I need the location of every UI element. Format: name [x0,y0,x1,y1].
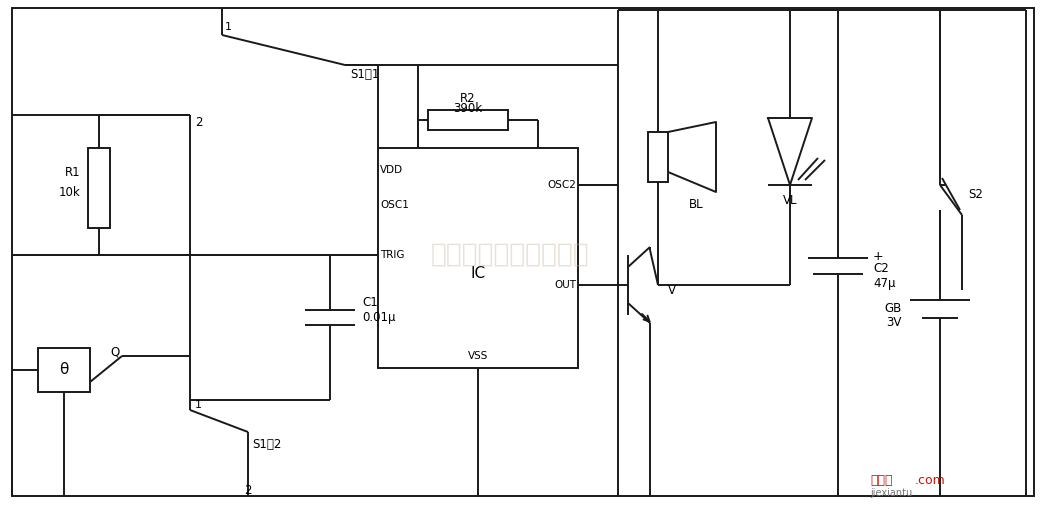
Text: 390k: 390k [453,101,482,115]
Text: 47μ: 47μ [873,276,896,289]
Polygon shape [668,122,716,192]
Text: 2: 2 [244,484,252,496]
Text: VDD: VDD [380,165,403,175]
Text: VSS: VSS [468,351,489,361]
Text: 1: 1 [195,400,201,410]
Bar [378,148,578,368]
Text: OSC2: OSC2 [547,180,576,190]
Text: OSC1: OSC1 [380,200,409,210]
Bar [428,110,508,130]
Text: C2: C2 [873,262,888,274]
Text: 2: 2 [195,117,203,129]
Text: jiexiantu: jiexiantu [870,488,912,498]
Text: OUT: OUT [554,280,576,290]
Text: 0.01μ: 0.01μ [362,311,396,324]
Text: 1: 1 [226,22,232,32]
Text: 3V: 3V [886,315,902,329]
Text: S1－1: S1－1 [350,67,379,81]
Text: V: V [668,283,677,297]
Text: +: + [873,249,883,263]
Text: BL: BL [689,198,704,210]
Text: GB: GB [884,302,902,314]
Bar [88,148,110,228]
Text: VL: VL [783,194,798,206]
Text: 10k: 10k [58,187,80,199]
Polygon shape [768,118,812,185]
Text: 杭州将睿科技有限公司: 杭州将睿科技有限公司 [430,242,590,268]
Text: S1－2: S1－2 [252,439,282,452]
Text: R1: R1 [65,166,80,179]
Bar [38,348,90,392]
Text: .com: .com [915,474,946,487]
Text: Q: Q [110,345,119,358]
Text: IC: IC [471,266,485,280]
Text: S2: S2 [968,189,982,201]
Text: θ: θ [60,363,69,378]
Text: R2: R2 [460,91,476,104]
Text: 接线图: 接线图 [870,474,893,487]
Bar [648,132,668,182]
Text: TRIG: TRIG [380,250,404,260]
Text: C1: C1 [362,296,378,308]
